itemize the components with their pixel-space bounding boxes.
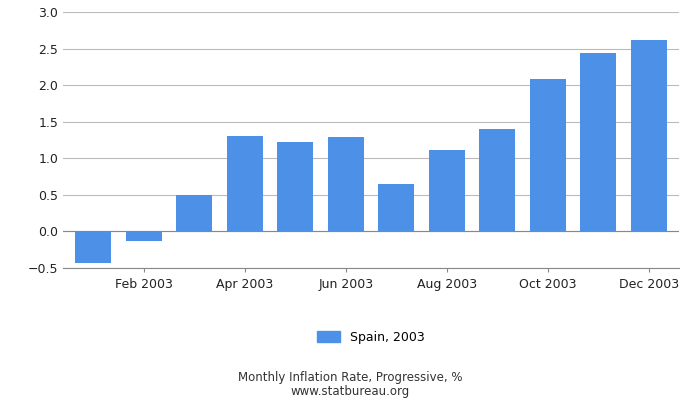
- Bar: [75, 232, 111, 263]
- Legend: Spain, 2003: Spain, 2003: [317, 330, 425, 344]
- Bar: [378, 184, 414, 232]
- Bar: [176, 195, 213, 232]
- Bar: [580, 53, 617, 232]
- Text: www.statbureau.org: www.statbureau.org: [290, 385, 410, 398]
- Bar: [227, 136, 263, 232]
- Bar: [328, 137, 364, 232]
- Bar: [631, 40, 667, 232]
- Bar: [125, 232, 162, 241]
- Bar: [277, 142, 314, 232]
- Text: Monthly Inflation Rate, Progressive, %: Monthly Inflation Rate, Progressive, %: [238, 372, 462, 384]
- Bar: [479, 129, 515, 232]
- Bar: [529, 78, 566, 232]
- Bar: [428, 150, 465, 232]
